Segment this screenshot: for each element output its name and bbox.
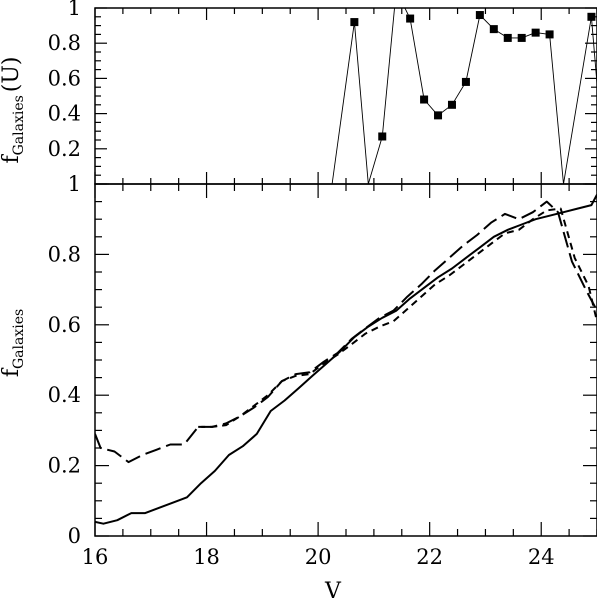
y-tick-label: 0.6 [48,313,81,337]
solid-series-line [95,194,597,525]
y-tick-label: 0.4 [48,383,81,407]
data-point-marker [461,77,470,86]
data-point-marker [406,14,415,23]
plot-frame [94,183,597,537]
data-point-marker [420,95,429,104]
y-tick-label: 0 [68,524,81,548]
x-tick-label: 18 [193,545,220,569]
y-tick-label: 0.8 [48,242,81,266]
x-tick-label: 24 [528,545,555,569]
y-tick-label: 0.6 [48,66,81,90]
data-point-marker [378,132,387,141]
y-tick-label: 0.2 [48,137,81,161]
y-tick-label: 1 [68,0,81,20]
series-group [95,194,597,525]
data-point-marker [489,25,498,34]
x-tick-label: 22 [416,545,443,569]
y-tick-label: 0.8 [48,31,81,55]
series-group [331,8,597,184]
data-point-marker [434,111,443,120]
y-tick-label: 0.2 [48,454,81,478]
data-point-marker [517,33,526,42]
data-point-marker [475,11,484,20]
data-point-marker [587,12,596,21]
top-panel: 0.2 0.4 0.6 0.8 1 fGalaxies(U) [0,0,597,185]
data-point-marker [503,33,512,42]
thin-series-line [331,8,597,184]
y-axis-label: fGalaxies(U) [0,56,27,163]
x-tick-label: 20 [305,545,332,569]
y-tick-label: 0.4 [48,102,81,126]
short-dash-series-line [198,207,597,428]
data-point-marker [545,30,554,39]
x-axis-label: V [324,579,342,603]
data-point-marker [531,28,540,37]
data-point-marker [447,100,456,109]
y-tick-label: 1 [68,172,81,196]
long-dash-series-line [95,200,597,464]
x-tick-label: 16 [82,545,109,569]
y-axis-label: fGalaxies [0,309,27,377]
data-point-marker [350,18,359,27]
